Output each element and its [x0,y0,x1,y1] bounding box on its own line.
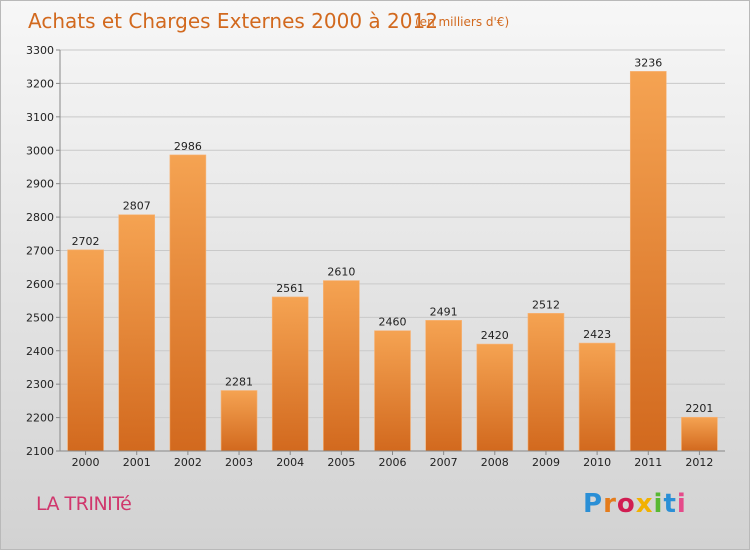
y-tick-label: 3200 [26,77,54,90]
x-tick-label-2005: 2005 [327,456,355,469]
chart-subtitle: (en milliers d'€) [415,15,509,29]
x-tick-label-2012: 2012 [685,456,713,469]
value-label-2000: 2702 [72,235,100,248]
bar-2010 [578,342,616,452]
y-tick-label: 2100 [26,445,54,458]
bars-layer: 2702 2807 2986 2281 2561 2610 2460 2491 2420 2512… [67,56,718,452]
x-tick-label-2003: 2003 [225,456,253,469]
logo-letter: i [653,489,664,519]
x-tick-label-2010: 2010 [583,456,611,469]
bar-2011 [629,71,667,452]
y-tick-label: 2900 [26,178,54,191]
proxiti-logo: Proxiti [583,489,687,519]
logo-letter: o [616,489,636,519]
value-label-2010: 2423 [583,328,611,341]
x-tick-label-2007: 2007 [430,456,458,469]
value-label-2006: 2460 [379,316,407,329]
x-tick-label-2002: 2002 [174,456,202,469]
axis-layer: 2100 2200 2300 2400 2500 2600 2700 2800 2900 3000… [26,44,725,469]
value-label-2011: 3236 [634,56,662,69]
bar-2012 [681,416,718,452]
y-tick-label: 3000 [26,144,54,157]
bar-2005 [323,280,360,452]
y-tick-label: 2300 [26,378,54,391]
logo-letter: x [635,489,654,519]
y-tick-label: 2700 [26,245,54,258]
y-tick-label: 2200 [26,412,54,425]
y-tick-label: 2800 [26,211,54,224]
chart-title: Achats et Charges Externes 2000 à 2012 [28,9,438,33]
logo-letter: t [663,489,677,519]
logo-letter: P [583,489,604,519]
bar-2000 [67,249,104,452]
logo-letter: i [676,489,687,519]
x-tick-label-2001: 2001 [123,456,151,469]
y-tick-label: 2600 [26,278,54,291]
x-tick-label-2006: 2006 [379,456,407,469]
bar-2007 [425,320,462,452]
x-tick-label-2009: 2009 [532,456,560,469]
bar-2008 [476,343,514,452]
value-label-2012: 2201 [685,402,713,415]
commune-name: LA TRINITé [36,493,132,515]
value-label-2005: 2610 [327,266,355,279]
value-label-2009: 2512 [532,298,560,311]
value-label-2003: 2281 [225,376,253,389]
value-label-2004: 2561 [276,282,304,295]
value-label-2002: 2986 [174,140,202,153]
bar-2002 [169,154,207,452]
logo-letter: r [603,489,617,519]
x-tick-label-2004: 2004 [276,456,304,469]
bar-2006 [374,330,411,452]
y-tick-label: 2400 [26,345,54,358]
y-tick-label: 3100 [26,111,54,124]
x-tick-label-2008: 2008 [481,456,509,469]
y-tick-label: 3300 [26,44,54,57]
y-tick-label: 2500 [26,311,54,324]
bar-2004 [271,296,309,452]
x-tick-label-2011: 2011 [634,456,662,469]
bar-2009 [527,313,565,452]
value-label-2007: 2491 [430,305,458,318]
bar-2003 [220,390,258,452]
bar-2001 [118,214,156,452]
value-label-2008: 2420 [481,329,509,342]
x-tick-label-2000: 2000 [72,456,100,469]
value-label-2001: 2807 [123,200,151,213]
